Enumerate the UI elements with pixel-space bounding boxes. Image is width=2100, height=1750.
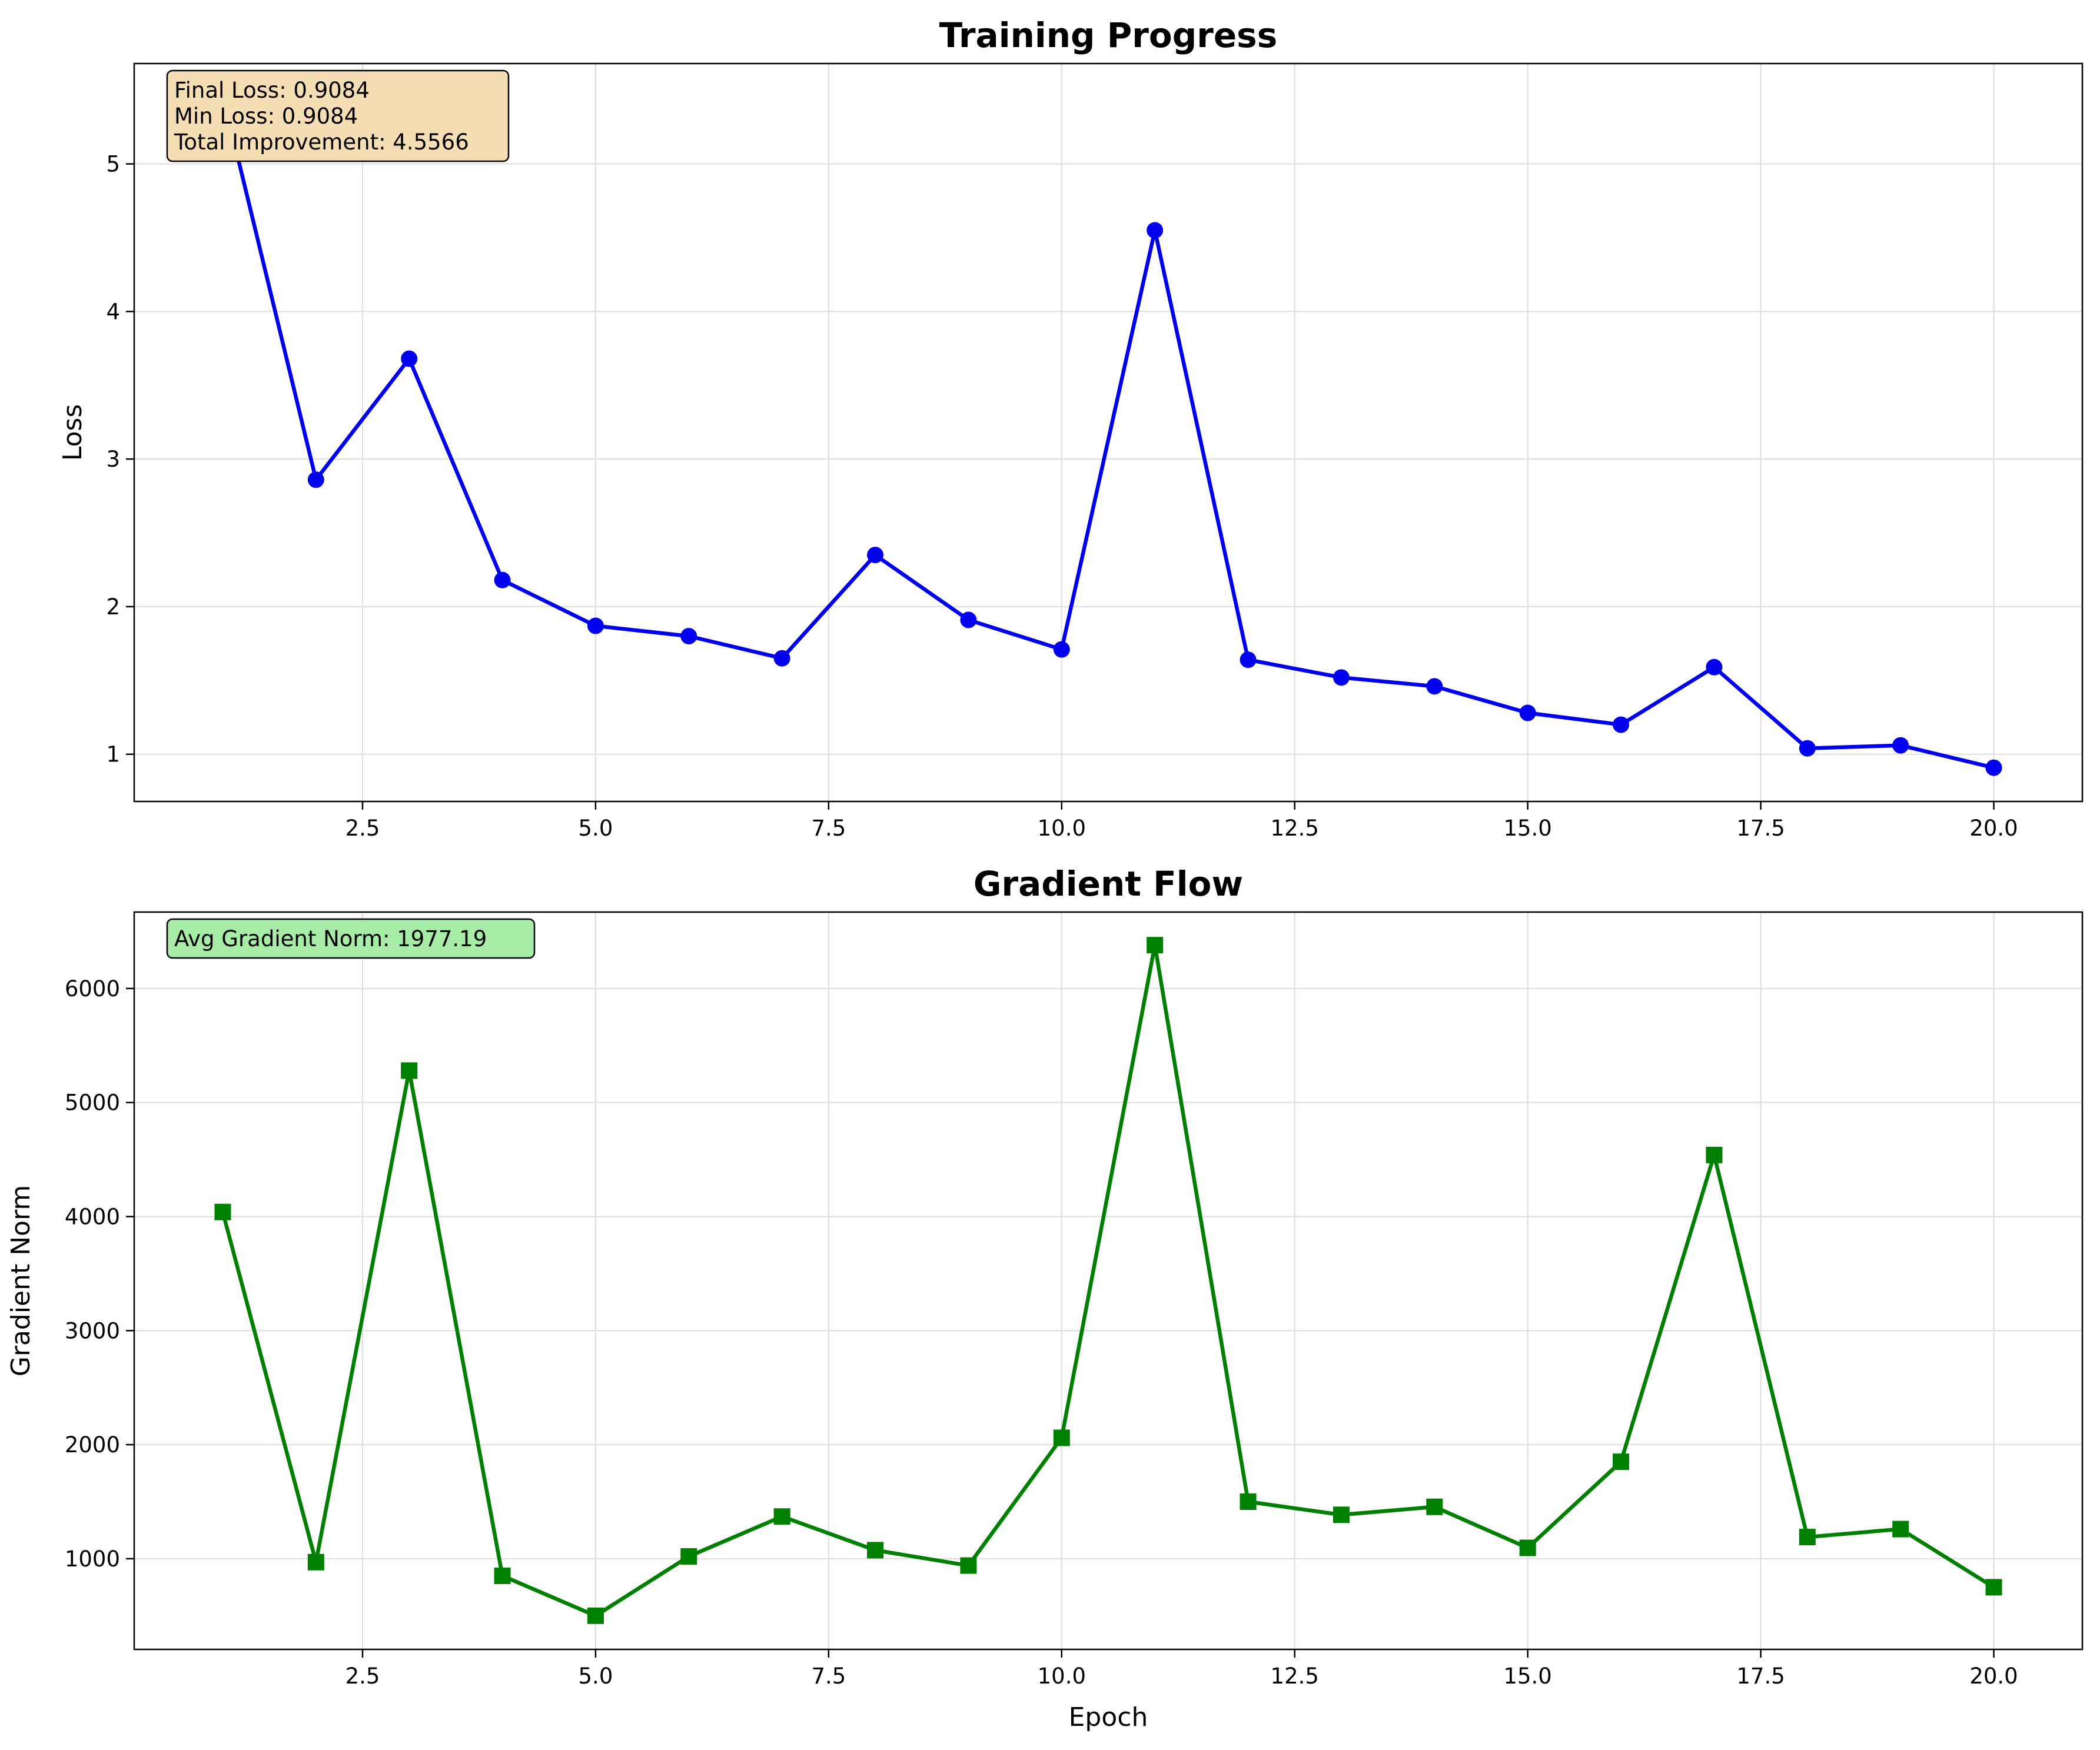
y-tick-label: 3000 — [65, 1318, 120, 1343]
y-tick-label: 3 — [106, 447, 120, 472]
data-point — [214, 1203, 231, 1220]
data-point — [1240, 1493, 1257, 1511]
data-point — [1147, 222, 1164, 239]
data-point — [1706, 1146, 1723, 1163]
y-tick-label: 4 — [106, 299, 120, 324]
y-tick-label: 6000 — [65, 976, 120, 1002]
data-point — [1799, 740, 1816, 757]
data-point — [1240, 651, 1257, 668]
data-point — [1892, 737, 1909, 754]
data-point — [680, 1548, 697, 1565]
data-point — [1147, 937, 1164, 954]
data-point — [307, 471, 324, 488]
chart-title: Training Progress — [939, 15, 1277, 55]
x-tick-label: 5.0 — [579, 1664, 613, 1689]
data-point — [1053, 1429, 1070, 1446]
axes-frame — [133, 911, 2084, 1651]
y-tick-label: 5 — [106, 152, 120, 177]
x-tick-label: 15.0 — [1503, 816, 1551, 841]
data-point — [1613, 716, 1630, 733]
series-line — [221, 95, 1995, 770]
x-tick-label: 5.0 — [579, 816, 613, 841]
panel-gradient: 2.5 5.0 7.5 10.0 12.5 15.0 17.5 20.0 1000 2000 300… — [6, 864, 2084, 1732]
y-tick-label: 2000 — [65, 1432, 120, 1458]
x-tick-label: 15.0 — [1503, 1664, 1551, 1689]
data-point — [307, 1553, 324, 1571]
data-point — [587, 1607, 604, 1624]
data-point — [1706, 658, 1723, 676]
data-point — [1613, 1453, 1630, 1470]
x-tick-label: 20.0 — [1969, 816, 2018, 841]
data-point — [773, 1508, 790, 1525]
data-point — [960, 611, 977, 628]
x-tick-label: 12.5 — [1271, 816, 1319, 841]
x-tick-label: 10.0 — [1038, 1664, 1086, 1689]
annotation-line: Total Improvement: 4.5566 — [174, 129, 469, 155]
x-tick-label: 20.0 — [1969, 1664, 2018, 1689]
annotation-line: Avg Gradient Norm: 1977.19 — [174, 926, 487, 951]
y-tick-label: 2 — [106, 594, 120, 620]
data-point — [1333, 1506, 1350, 1523]
data-point — [494, 571, 511, 588]
data-point — [401, 350, 418, 367]
x-tick-label: 12.5 — [1271, 1664, 1319, 1689]
y-axis-label: Gradient Norm — [6, 1185, 36, 1377]
data-point — [1333, 669, 1350, 686]
x-tick-label: 17.5 — [1736, 1664, 1785, 1689]
y-axis-label: Loss — [58, 404, 88, 461]
data-point — [494, 1567, 511, 1584]
data-point — [1985, 1579, 2002, 1596]
data-point — [587, 617, 604, 634]
x-axis-label: Epoch — [1069, 1702, 1148, 1732]
annotation-line: Final Loss: 0.9084 — [174, 78, 370, 103]
data-point — [867, 1542, 884, 1559]
chart-title: Gradient Flow — [973, 864, 1243, 904]
data-point — [1519, 1539, 1536, 1556]
panel-loss: 2.5 5.0 7.5 10.0 12.5 15.0 17.5 20.0 1 2 3 4 5 Traini… — [58, 15, 2084, 841]
x-tick-label: 2.5 — [345, 816, 380, 841]
annotation-line: Min Loss: 0.9084 — [174, 104, 358, 129]
data-point — [1799, 1529, 1816, 1546]
data-point — [867, 547, 884, 564]
y-tick-label: 1000 — [65, 1546, 120, 1572]
x-tick-label: 17.5 — [1736, 816, 1785, 841]
data-point — [1519, 704, 1536, 721]
data-point — [1426, 678, 1443, 695]
annotation-box — [166, 69, 510, 162]
data-point — [960, 1557, 977, 1574]
x-tick-label: 10.0 — [1038, 816, 1086, 841]
data-point — [1426, 1498, 1443, 1515]
data-point — [1053, 641, 1070, 658]
data-point — [773, 650, 790, 667]
y-tick-label: 1 — [106, 742, 120, 767]
data-point — [1892, 1521, 1909, 1538]
x-tick-label: 7.5 — [811, 1664, 846, 1689]
data-point — [680, 628, 697, 645]
y-tick-label: 4000 — [65, 1204, 120, 1229]
annotation-box — [166, 918, 536, 959]
data-point — [1985, 759, 2002, 776]
axes-frame — [133, 62, 2084, 803]
x-tick-label: 2.5 — [345, 1664, 380, 1689]
series-line — [221, 943, 1995, 1618]
x-tick-label: 7.5 — [811, 816, 846, 841]
data-point — [401, 1062, 418, 1079]
y-tick-label: 5000 — [65, 1090, 120, 1116]
